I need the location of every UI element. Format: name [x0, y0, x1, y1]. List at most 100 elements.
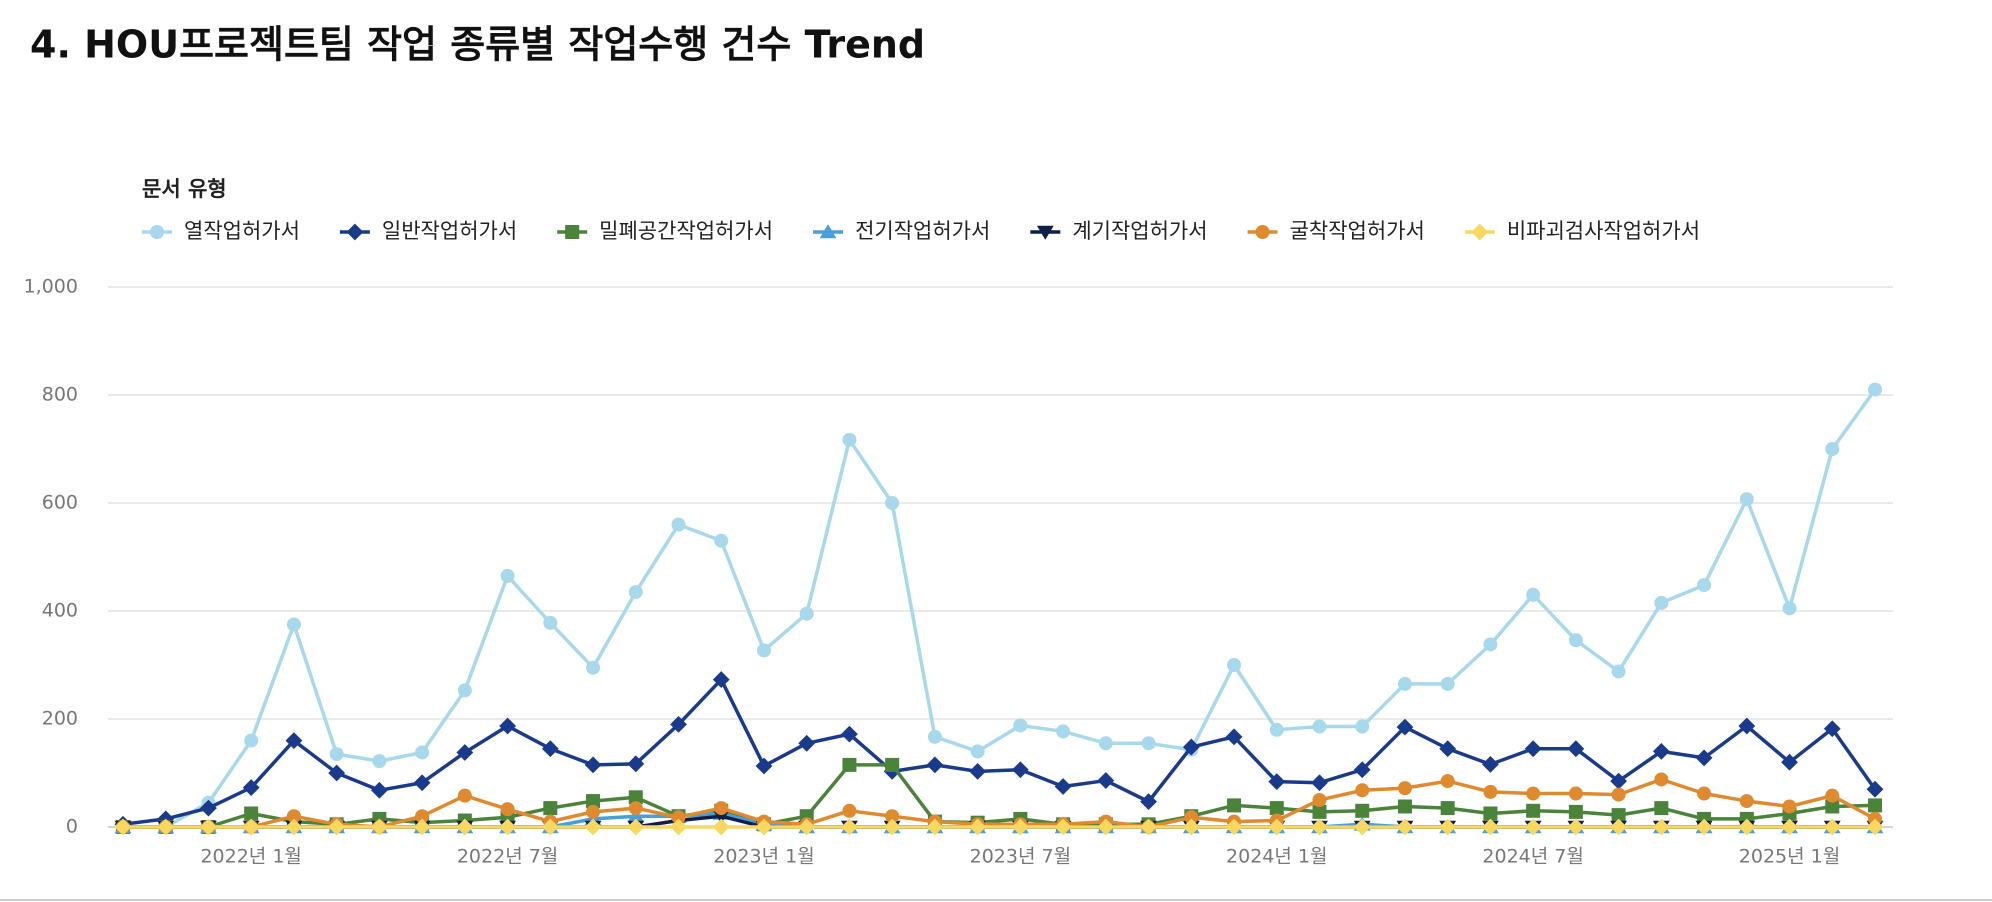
marker	[842, 757, 857, 772]
marker	[1524, 818, 1542, 836]
marker	[1355, 803, 1370, 818]
marker	[1268, 773, 1286, 791]
marker	[150, 225, 164, 239]
marker	[1439, 818, 1457, 836]
marker	[842, 803, 857, 818]
marker	[1054, 818, 1072, 836]
marker	[114, 818, 132, 836]
marker	[1227, 658, 1242, 672]
marker	[1353, 818, 1371, 836]
marker	[1355, 719, 1370, 734]
marker	[499, 818, 516, 836]
marker	[627, 755, 645, 773]
marker	[370, 818, 388, 836]
marker	[627, 818, 645, 836]
marker	[415, 809, 430, 824]
legend-label: 열작업허가서	[184, 219, 300, 243]
marker	[1482, 755, 1499, 773]
legend-label: 밀폐공간작업허가서	[599, 219, 773, 243]
x-tick-label: 2024년 7월	[1482, 846, 1583, 868]
marker	[541, 818, 559, 836]
marker	[1397, 676, 1412, 691]
marker	[415, 745, 430, 760]
marker	[329, 747, 344, 762]
marker	[413, 818, 431, 836]
marker	[1312, 793, 1327, 807]
marker	[1866, 780, 1884, 798]
marker	[1611, 808, 1626, 823]
marker	[628, 801, 643, 816]
marker	[286, 617, 301, 632]
marker	[1652, 818, 1670, 836]
marker	[970, 744, 985, 759]
marker	[285, 818, 303, 836]
legend-title: 문서 유형	[142, 177, 227, 201]
marker	[1140, 793, 1157, 811]
marker	[1697, 578, 1712, 593]
marker	[714, 801, 729, 816]
marker	[885, 496, 900, 510]
y-tick-label: 800	[42, 384, 78, 406]
marker	[1036, 225, 1054, 240]
marker	[1738, 717, 1756, 735]
x-tick-label: 2023년 7월	[970, 846, 1071, 868]
marker	[1825, 788, 1840, 803]
marker	[627, 808, 645, 823]
marker	[1697, 786, 1712, 801]
marker	[1567, 818, 1585, 836]
marker	[242, 818, 260, 836]
marker	[500, 568, 515, 583]
marker	[1054, 778, 1072, 795]
marker	[244, 806, 259, 821]
marker	[328, 818, 346, 836]
marker	[457, 788, 472, 803]
legend-label: 전기작업허가서	[855, 219, 990, 243]
marker	[1269, 722, 1284, 737]
marker	[586, 794, 601, 809]
marker	[413, 774, 431, 792]
marker	[1782, 799, 1797, 814]
marker	[755, 757, 773, 775]
marker	[926, 818, 944, 836]
marker	[712, 671, 730, 688]
marker	[841, 725, 858, 743]
marker	[819, 224, 837, 239]
marker	[1396, 718, 1414, 736]
x-tick-label: 2024년 1월	[1226, 846, 1327, 868]
marker	[1652, 743, 1670, 760]
marker	[1182, 738, 1200, 756]
legend-label: 일반작업허가서	[382, 219, 517, 243]
marker	[885, 809, 900, 824]
legend-label: 굴착작업허가서	[1290, 219, 1425, 243]
marker	[1610, 818, 1628, 836]
marker	[1568, 633, 1583, 648]
marker	[543, 801, 558, 816]
marker	[1184, 810, 1199, 825]
x-tick-label: 2022년 1월	[200, 846, 301, 868]
x-tick-label: 2022년 7월	[457, 846, 558, 868]
marker	[1526, 587, 1541, 602]
marker	[457, 683, 472, 698]
marker	[1140, 818, 1157, 836]
marker	[1182, 818, 1200, 836]
marker	[1397, 781, 1412, 796]
marker	[1440, 774, 1455, 789]
marker	[1611, 664, 1626, 679]
marker	[1098, 736, 1113, 751]
marker	[842, 432, 857, 447]
marker	[1312, 719, 1327, 734]
marker	[584, 756, 602, 774]
chart-title: 4. HOU프로젝트팀 작업 종류별 작업수행 건수 Trend	[30, 23, 925, 67]
x-tick-label: 2025년 1월	[1739, 846, 1840, 868]
marker	[1695, 818, 1713, 836]
marker	[1011, 818, 1029, 836]
marker	[1397, 799, 1412, 814]
marker	[1739, 794, 1754, 809]
marker	[244, 733, 259, 748]
marker	[1312, 804, 1327, 819]
marker	[1483, 806, 1498, 821]
marker	[969, 762, 987, 780]
marker	[499, 717, 516, 735]
y-tick-label: 200	[42, 708, 78, 730]
series-line	[123, 777, 1876, 829]
